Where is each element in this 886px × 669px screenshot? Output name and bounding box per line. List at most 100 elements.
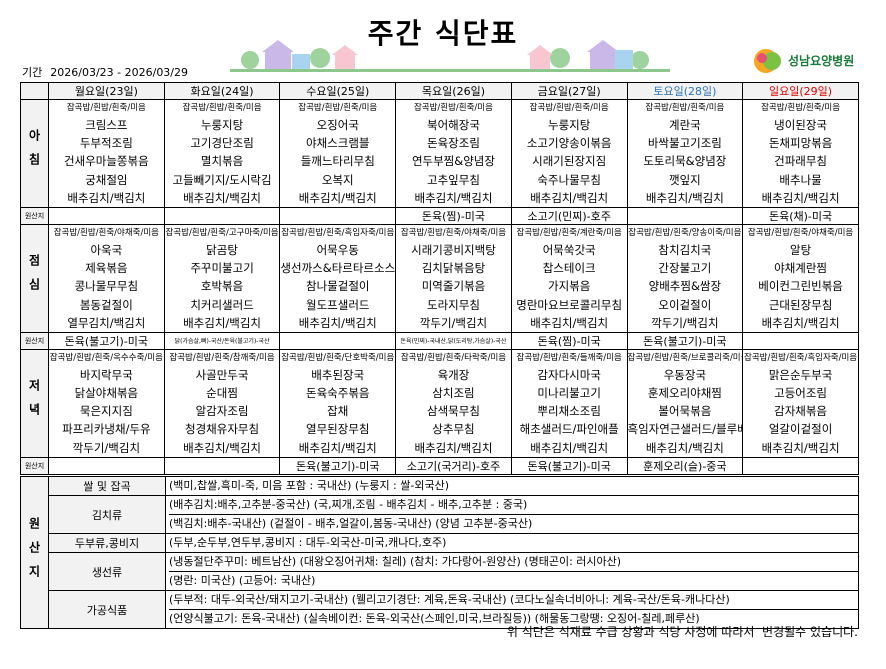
menu-item: 미나리불고기 bbox=[537, 386, 601, 401]
menu-item: 야채계란찜 bbox=[774, 261, 828, 276]
menu-item: 제육볶음 bbox=[85, 261, 128, 276]
staple: 잡곡밥/흰밥/흰죽/타락죽/미음 bbox=[400, 352, 507, 363]
menu-item: 야채스크램블 bbox=[306, 136, 370, 151]
menu-item: 가지볶음 bbox=[548, 279, 591, 294]
origin-table-label-cell: 원산지 bbox=[20, 476, 49, 629]
menu-item: 묵은지지짐 bbox=[79, 404, 133, 419]
menu-item: 시래기콩비지백탕 bbox=[411, 242, 496, 257]
menu-item: 배추김치/백김치 bbox=[530, 315, 609, 330]
staple: 잡곡밥/흰밥/흰죽/야채죽/미음 bbox=[53, 227, 159, 238]
origin-text-cell: (두부적: 대두-외국산/돼지고기-국내산) (웰리고기경단: 계육,돈육-국내… bbox=[165, 590, 859, 629]
menu-cell: 잡곡밥/흰밥/흰죽/옥수수죽/미음 바지락무국 닭살야채볶음 묵은지지짐 파프리카냉채/… bbox=[48, 348, 165, 458]
staple: 잡곡밥/흰밥/흰죽/야채죽/미음 bbox=[400, 227, 507, 238]
staple: 잡곡밥/흰밥/흰죽/흑임자죽/미음 bbox=[744, 352, 858, 363]
staple: 잡곡밥/흰밥/흰죽/브로콜리죽/미음 bbox=[627, 352, 743, 363]
menu-item: 해초샐러드/파인애플 bbox=[519, 422, 619, 437]
menu-item: 건파래무침 bbox=[774, 154, 828, 169]
menu-item: 순대찜 bbox=[206, 386, 238, 401]
menu-table: 월요일(23일) 화요일(24일) 수요일(25일) 목요일(26일) 금요일(27일)… bbox=[20, 82, 859, 475]
menu-item: 돈육숙주볶음 bbox=[306, 386, 370, 401]
origin-label: 원산지 bbox=[20, 206, 49, 225]
menu-item: 명란마요브로콜리무침 bbox=[516, 297, 623, 312]
menu-item: 흑임자연근샐러드/블루베리주스 bbox=[627, 422, 742, 437]
origin-row: 원산지 돈육(찜)-미국 소고기(민찌)-호주 돈육(채)-미국 bbox=[20, 206, 859, 225]
meal-row: 저녁 잡곡밥/흰밥/흰죽/옥수수죽/미음 바지락무국 닭살야채볶음 묵은지지짐 파프리카냉… bbox=[20, 348, 859, 458]
menu-item: 알감자조림 bbox=[195, 404, 249, 419]
origin-line: (냉동절단주꾸미: 베트남산) (대왕오징어귀채: 칠레) (참치: 가다랑어-… bbox=[169, 555, 622, 568]
origin-label: 원산지 bbox=[20, 331, 49, 350]
menu-item: 배추된장국 bbox=[311, 367, 365, 382]
origin-cell bbox=[163, 206, 281, 225]
menu-item: 배추김치/백김치 bbox=[67, 190, 146, 205]
origin-table-row: 생선류 (냉동절단주꾸미: 베트남산) (대왕오징어귀채: 칠레) (참치: 가다… bbox=[21, 552, 859, 591]
menu-item: 배추김치/백김치 bbox=[761, 315, 840, 330]
menu-item: 치커리샐러드 bbox=[190, 297, 254, 312]
menu-item: 배추김치/백김치 bbox=[183, 440, 262, 455]
menu-item: 참치김치국 bbox=[658, 242, 712, 257]
period: 기간 2026/03/23 - 2026/03/29 bbox=[22, 64, 196, 80]
menu-item: 주꾸미불고기 bbox=[190, 261, 254, 276]
origin-cell bbox=[742, 331, 859, 350]
menu-item: 배추김치/백김치 bbox=[645, 190, 724, 205]
origin-cell: 돈육(불고기)-미국 bbox=[279, 456, 397, 475]
origin-table-row: 원산지 쌀 및 잡곡 (백미,찹쌀,흑미-죽, 미음 포함 : 국내산) (누룽지 … bbox=[20, 476, 859, 629]
menu-item: 냉이된장국 bbox=[774, 118, 828, 132]
menu-item: 우동장국 bbox=[663, 367, 707, 382]
menu-item: 볼어묵볶음 bbox=[658, 404, 712, 419]
menu-cell: 잡곡밥/흰밥/흰죽/흑임자죽/미음 어묵우동 생선까스&타르타르소스 참나물겉절이 월도… bbox=[279, 223, 397, 333]
menu-cell: 잡곡밥/흰밥/흰죽/미음 냉이된장국 돈채피망볶음 건파래무침 배추나물 배추김치/백김치 bbox=[742, 99, 859, 208]
menu-item: 감자채볶음 bbox=[774, 404, 828, 419]
day-header: 일요일(29일) bbox=[742, 82, 859, 100]
menu-item: 배추김치/백김치 bbox=[414, 190, 493, 205]
origin-cell bbox=[48, 206, 165, 225]
origin-text-cell: (백미,찹쌀,흑미-죽, 미음 포함 : 국내산) (누룽지 : 쌀-외국산) bbox=[165, 476, 859, 496]
menu-item: 어묵쑥갓국 bbox=[542, 242, 596, 257]
staple: 잡곡밥/흰밥/흰죽/미음 bbox=[529, 103, 609, 113]
origin-cell bbox=[48, 456, 165, 475]
menu-item: 소고기양송이볶음 bbox=[526, 136, 612, 151]
menu-item: 건새우마늘쫑볶음 bbox=[64, 154, 149, 169]
day-header: 토요일(28일) bbox=[626, 82, 744, 100]
logo-icon bbox=[754, 49, 781, 73]
day-header: 금요일(27일) bbox=[510, 82, 628, 100]
origin-cell bbox=[279, 331, 397, 350]
meal-label: 점심 bbox=[27, 254, 41, 303]
day-header: 월요일(23일) bbox=[48, 82, 165, 100]
menu-item: 청경채유자무침 bbox=[185, 422, 260, 437]
day-header: 목요일(26일) bbox=[395, 82, 512, 100]
decoration bbox=[230, 40, 670, 72]
origin-cell: 소고기(국거리)-호주 bbox=[395, 456, 512, 475]
logo-text: 성남요양병원 bbox=[788, 54, 855, 68]
origin-category: 가공식품 bbox=[48, 590, 166, 629]
menu-item: 오복지 bbox=[321, 172, 354, 187]
staple: 잡곡밥/흰밥/흰죽/미음 bbox=[298, 103, 378, 113]
origin-line: (배추김치:배추,고추분-중국산) (국,찌개,조림 - 배추김치 - 배추,고… bbox=[169, 498, 528, 511]
menu-item: 김치닭볶음탕 bbox=[421, 261, 486, 276]
origin-text-cell: (두부,순두부,연두부,콩비지 : 대두-외국산-미국,캐나다,호주) bbox=[165, 533, 859, 553]
origin-line: (언양식불고기: 돈육-국내산) (실속베이컨: 돈육-외국산(스페인,미국,브… bbox=[169, 609, 858, 628]
day-header: 화요일(24일) bbox=[163, 82, 281, 100]
menu-item: 봄동겉절이 bbox=[79, 297, 133, 312]
menu-item: 깍두기/백김치 bbox=[651, 315, 719, 330]
menu-item: 뿌리채소조림 bbox=[537, 404, 601, 419]
menu-item: 닭곰탕 bbox=[206, 242, 238, 257]
menu-item: 양배추찜&쌈장 bbox=[648, 279, 722, 294]
menu-item: 깍두기/백김치 bbox=[72, 440, 141, 455]
menu-item: 어묵우동 bbox=[316, 242, 359, 257]
menu-item: 크림스프 bbox=[85, 118, 128, 132]
origin-table: 원산지 쌀 및 잡곡 (백미,찹쌀,흑미-죽, 미음 포함 : 국내산) (누룽지 … bbox=[20, 476, 859, 629]
menu-cell: 잡곡밥/흰밥/흰죽/들깨죽/미음 감자다시마국 미나리불고기 뿌리채소조림 해초샐러드/… bbox=[510, 348, 628, 458]
menu-item: 훈제오리야채찜 bbox=[647, 386, 722, 401]
staple: 잡곡밥/흰밥/흰죽/고구마죽/미음 bbox=[165, 227, 279, 238]
menu-item: 연두부찜&양념장 bbox=[411, 154, 495, 169]
menu-cell: 잡곡밥/흰밥/흰죽/미음 누룽지탕 소고기양송이볶음 시래기된장지짐 숙주나물무침 배추김… bbox=[510, 99, 628, 208]
menu-item: 고추잎무침 bbox=[427, 172, 480, 187]
staple: 잡곡밥/흰밥/흰죽/미음 bbox=[645, 103, 725, 113]
menu-cell: 잡곡밥/흰밥/흰죽/계란죽/미음 어묵쑥갓국 찹스테이크 가지볶음 명란마요브로콜리무침… bbox=[510, 223, 628, 333]
menu-item: 돈채피망볶음 bbox=[768, 136, 833, 151]
menu-item: 북어해장국 bbox=[427, 118, 480, 132]
menu-cell: 잡곡밥/흰밥/흰죽/단호박죽/미음 배추된장국 돈육숙주볶음 잡채 열무된장무침 배추김치… bbox=[279, 348, 397, 458]
menu-item: 배추나물 bbox=[779, 172, 822, 187]
menu-item: 월도프샐러드 bbox=[306, 297, 370, 312]
